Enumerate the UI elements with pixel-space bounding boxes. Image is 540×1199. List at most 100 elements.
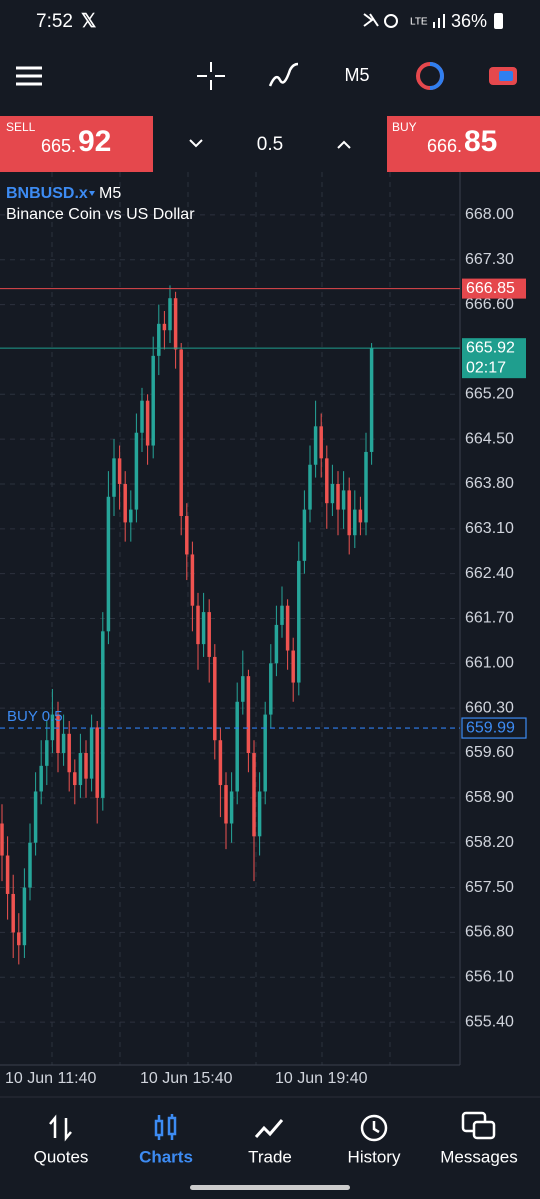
candle-body <box>117 458 122 484</box>
y-tick-label: 658.20 <box>465 834 514 851</box>
timeframe-button[interactable]: M5 <box>344 65 369 85</box>
nav-item[interactable]: History <box>348 1147 401 1166</box>
bottom-nav: Quotes Charts Trade History Messages <box>34 1111 518 1166</box>
plot <box>0 285 374 965</box>
candle-body <box>269 663 273 715</box>
candle-body <box>173 298 178 350</box>
trade-mode-button-part <box>499 71 513 81</box>
candle-body <box>196 605 200 645</box>
overlay: 666.85 665.92 02:17 BUY 0.5 659.99 <box>0 278 527 739</box>
one-click-button-part <box>429 62 444 90</box>
buy-price-small: 666. <box>427 136 462 156</box>
nav-item[interactable]: Trade <box>248 1147 292 1166</box>
candle-body <box>17 932 21 946</box>
ask-label: 666.85 <box>466 280 515 297</box>
countdown: 02:17 <box>466 359 506 376</box>
lte-icon: LTE <box>410 17 428 28</box>
candle-body <box>73 772 77 786</box>
x-tick-label: 10 Jun 15:40 <box>140 1070 233 1087</box>
candle-body <box>22 887 27 946</box>
history-icon-hands <box>372 1121 380 1134</box>
candle-body <box>168 298 172 331</box>
y-tick-label: 655.40 <box>465 1013 514 1030</box>
y-tick-label: 663.10 <box>465 520 514 537</box>
volume-down[interactable] <box>189 139 203 148</box>
y-tick-label: 660.30 <box>465 699 514 716</box>
buy-price-big: 85 <box>464 125 497 158</box>
nav-item[interactable]: Messages <box>440 1147 517 1166</box>
y-tick-label: 661.00 <box>465 655 514 672</box>
candle-body <box>246 676 251 754</box>
volume-up[interactable] <box>337 140 351 149</box>
charts-icon <box>154 1114 177 1140</box>
candle-body <box>134 432 139 510</box>
battery-icon <box>494 13 503 29</box>
candle-body <box>95 727 99 798</box>
bid-label: 665.92 <box>466 339 515 356</box>
candle-body <box>241 676 245 702</box>
candle-body <box>218 740 223 786</box>
x-tick-label: 10 Jun 11:40 <box>5 1070 96 1087</box>
candle-body <box>84 753 88 779</box>
candle-body <box>78 753 83 786</box>
y-tick-label: 664.50 <box>465 430 514 447</box>
symbol-dropdown[interactable] <box>89 191 95 196</box>
candle-body <box>50 714 55 741</box>
candle-body <box>358 509 363 523</box>
grid: 668.00 667.30 666.60 665.20 664.50 663.80 663.… <box>0 172 514 1087</box>
symbol-description: Binance Coin vs US Dollar <box>6 206 195 223</box>
candle-body <box>157 323 161 356</box>
candle-body <box>341 490 346 510</box>
y-tick-label: 665.20 <box>465 386 514 403</box>
volume[interactable]: 0.5 <box>257 134 283 155</box>
candle-body <box>67 733 71 773</box>
candle-body <box>369 348 374 452</box>
y-tick-label: 656.80 <box>465 924 514 941</box>
x-tick-label: 10 Jun 19:40 <box>275 1070 368 1087</box>
candle-body <box>347 490 351 536</box>
sell-button[interactable] <box>0 116 153 172</box>
candle-body <box>151 355 155 446</box>
candle-body <box>201 612 206 645</box>
messages-icon-back <box>472 1120 496 1140</box>
y-tick-label: 663.80 <box>465 475 514 492</box>
candle-body <box>297 560 301 683</box>
order-label[interactable]: BUY 0.5 <box>7 708 63 725</box>
candle-body <box>61 733 66 754</box>
candle-body <box>252 753 256 837</box>
sell-label: SELL <box>6 120 36 134</box>
candle-body <box>145 400 150 446</box>
order-price-box <box>461 717 527 739</box>
menu-button[interactable] <box>16 66 42 86</box>
y-tick-label: 666.60 <box>465 296 514 313</box>
trade-icon <box>254 1119 284 1138</box>
x-icon: 𝕏 <box>81 11 96 32</box>
candle-body <box>11 893 15 933</box>
nav-item[interactable]: Quotes <box>34 1147 89 1166</box>
candle-body <box>33 791 38 843</box>
symbol[interactable]: BNBUSD.x <box>6 185 88 202</box>
candle-body <box>179 349 183 517</box>
candle-body <box>325 458 329 504</box>
y-tick-label: 662.40 <box>465 565 514 582</box>
y-tick-label: 659.60 <box>465 744 514 761</box>
y-tick-label: 658.90 <box>465 789 514 806</box>
candle-body <box>229 791 234 824</box>
candle-body <box>190 554 195 606</box>
quotes-icon <box>49 1114 72 1142</box>
indicators-button[interactable] <box>268 62 299 87</box>
crosshair-button[interactable] <box>197 62 225 90</box>
order-price: 659.99 <box>466 719 515 736</box>
buy-button[interactable] <box>387 116 540 172</box>
candle-body <box>28 842 32 888</box>
candle-body <box>213 656 217 741</box>
candle-body <box>39 765 43 792</box>
candle-body <box>319 426 323 459</box>
candle-body <box>45 740 49 766</box>
nav-item[interactable]: Charts <box>139 1147 193 1166</box>
candle-body <box>274 624 279 664</box>
y-tick-label: 668.00 <box>465 206 514 223</box>
candle-body <box>235 701 239 792</box>
candle-body <box>257 791 262 837</box>
